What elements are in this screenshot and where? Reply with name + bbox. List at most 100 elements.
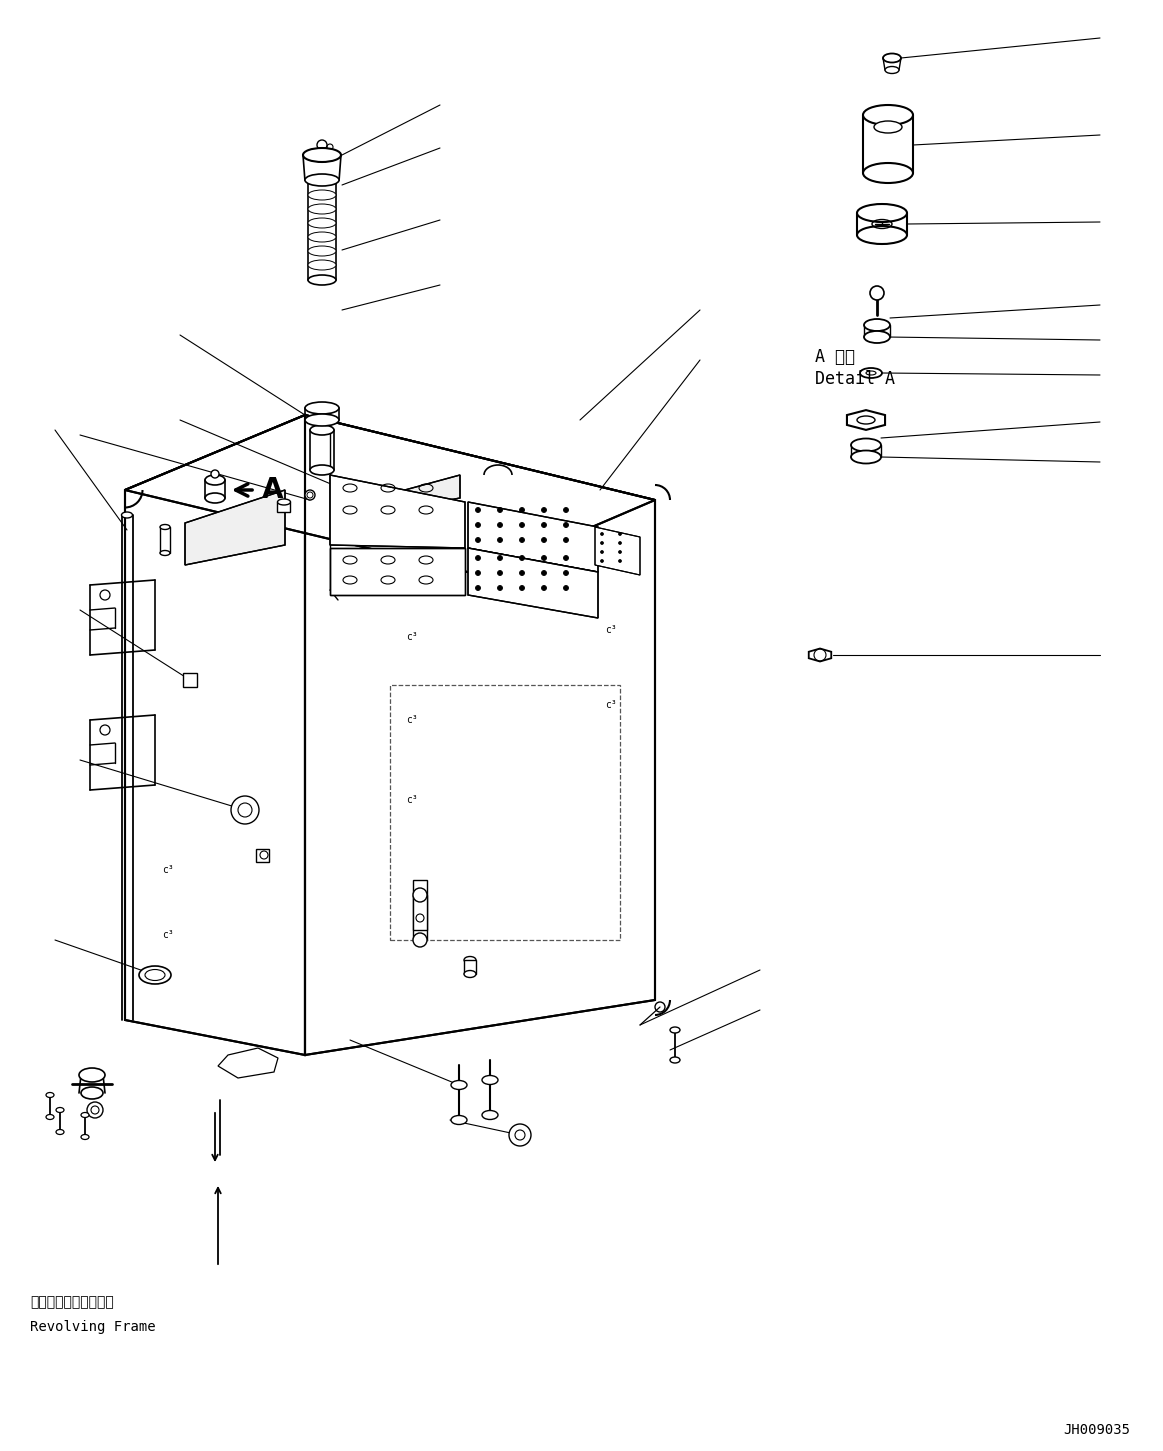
Polygon shape bbox=[595, 527, 640, 575]
Text: c³: c³ bbox=[406, 795, 418, 805]
Circle shape bbox=[870, 286, 884, 300]
Ellipse shape bbox=[56, 1107, 64, 1113]
Ellipse shape bbox=[79, 1068, 105, 1082]
Text: c³: c³ bbox=[605, 625, 616, 636]
Ellipse shape bbox=[859, 369, 882, 379]
Polygon shape bbox=[468, 548, 598, 618]
Text: c³: c³ bbox=[406, 633, 418, 641]
Text: A 詳細: A 詳細 bbox=[815, 348, 855, 366]
Circle shape bbox=[619, 533, 621, 535]
Ellipse shape bbox=[851, 450, 882, 463]
Polygon shape bbox=[185, 490, 285, 564]
Polygon shape bbox=[305, 415, 655, 1055]
Ellipse shape bbox=[305, 174, 340, 186]
Text: c³: c³ bbox=[605, 699, 616, 710]
Bar bbox=[464, 961, 476, 974]
Ellipse shape bbox=[308, 232, 336, 242]
Ellipse shape bbox=[308, 260, 336, 270]
Ellipse shape bbox=[308, 218, 336, 228]
Ellipse shape bbox=[864, 319, 890, 331]
Ellipse shape bbox=[160, 524, 170, 530]
Circle shape bbox=[564, 537, 569, 543]
Circle shape bbox=[498, 537, 502, 543]
Ellipse shape bbox=[851, 438, 882, 451]
Circle shape bbox=[542, 556, 547, 560]
Circle shape bbox=[564, 570, 569, 576]
Ellipse shape bbox=[670, 1027, 680, 1033]
Ellipse shape bbox=[875, 120, 902, 133]
Polygon shape bbox=[124, 415, 655, 575]
Circle shape bbox=[564, 522, 569, 528]
Ellipse shape bbox=[140, 966, 171, 984]
Ellipse shape bbox=[121, 512, 133, 518]
Ellipse shape bbox=[311, 425, 334, 435]
Circle shape bbox=[542, 570, 547, 576]
Ellipse shape bbox=[81, 1087, 104, 1098]
Polygon shape bbox=[808, 649, 832, 662]
Circle shape bbox=[476, 586, 480, 591]
Ellipse shape bbox=[481, 1075, 498, 1084]
Circle shape bbox=[619, 550, 621, 553]
Circle shape bbox=[413, 933, 427, 948]
Circle shape bbox=[305, 490, 315, 501]
Bar bbox=[256, 849, 269, 862]
Ellipse shape bbox=[464, 971, 476, 978]
Text: レボルビングフレーム: レボルビングフレーム bbox=[30, 1294, 114, 1309]
Polygon shape bbox=[124, 415, 305, 1055]
Circle shape bbox=[542, 522, 547, 528]
Text: c³: c³ bbox=[162, 930, 173, 940]
Ellipse shape bbox=[308, 190, 336, 200]
Ellipse shape bbox=[47, 1114, 53, 1120]
Circle shape bbox=[509, 1125, 531, 1146]
Circle shape bbox=[211, 470, 219, 477]
Ellipse shape bbox=[278, 499, 291, 505]
Circle shape bbox=[600, 541, 604, 544]
Circle shape bbox=[498, 522, 502, 528]
Ellipse shape bbox=[863, 163, 913, 183]
Ellipse shape bbox=[451, 1081, 468, 1090]
Text: Revolving Frame: Revolving Frame bbox=[30, 1320, 156, 1333]
Ellipse shape bbox=[857, 226, 907, 244]
Circle shape bbox=[413, 888, 427, 903]
Circle shape bbox=[564, 556, 569, 560]
Circle shape bbox=[619, 560, 621, 563]
Bar bbox=[413, 879, 427, 930]
Ellipse shape bbox=[883, 54, 901, 62]
Circle shape bbox=[564, 586, 569, 591]
Circle shape bbox=[498, 556, 502, 560]
Circle shape bbox=[564, 508, 569, 512]
Circle shape bbox=[520, 522, 525, 528]
Polygon shape bbox=[368, 474, 461, 515]
Circle shape bbox=[498, 508, 502, 512]
Circle shape bbox=[476, 556, 480, 560]
Ellipse shape bbox=[885, 67, 899, 74]
Circle shape bbox=[317, 139, 327, 149]
Circle shape bbox=[520, 508, 525, 512]
Circle shape bbox=[498, 570, 502, 576]
Ellipse shape bbox=[205, 493, 224, 503]
Circle shape bbox=[600, 560, 604, 563]
Circle shape bbox=[520, 537, 525, 543]
Circle shape bbox=[498, 586, 502, 591]
Ellipse shape bbox=[864, 331, 890, 342]
Ellipse shape bbox=[56, 1129, 64, 1135]
Ellipse shape bbox=[464, 956, 476, 963]
Ellipse shape bbox=[308, 247, 336, 255]
Text: Detail A: Detail A bbox=[815, 370, 896, 387]
Polygon shape bbox=[847, 411, 885, 429]
Ellipse shape bbox=[670, 1056, 680, 1064]
Circle shape bbox=[542, 537, 547, 543]
Circle shape bbox=[619, 541, 621, 544]
Ellipse shape bbox=[81, 1135, 90, 1139]
Text: A: A bbox=[262, 476, 284, 503]
Polygon shape bbox=[468, 502, 598, 572]
Ellipse shape bbox=[481, 1110, 498, 1120]
Ellipse shape bbox=[160, 550, 170, 556]
Ellipse shape bbox=[47, 1093, 53, 1097]
Ellipse shape bbox=[308, 276, 336, 284]
Circle shape bbox=[520, 586, 525, 591]
Bar bbox=[390, 685, 620, 940]
Bar bbox=[277, 502, 290, 512]
Circle shape bbox=[476, 522, 480, 528]
Circle shape bbox=[476, 508, 480, 512]
